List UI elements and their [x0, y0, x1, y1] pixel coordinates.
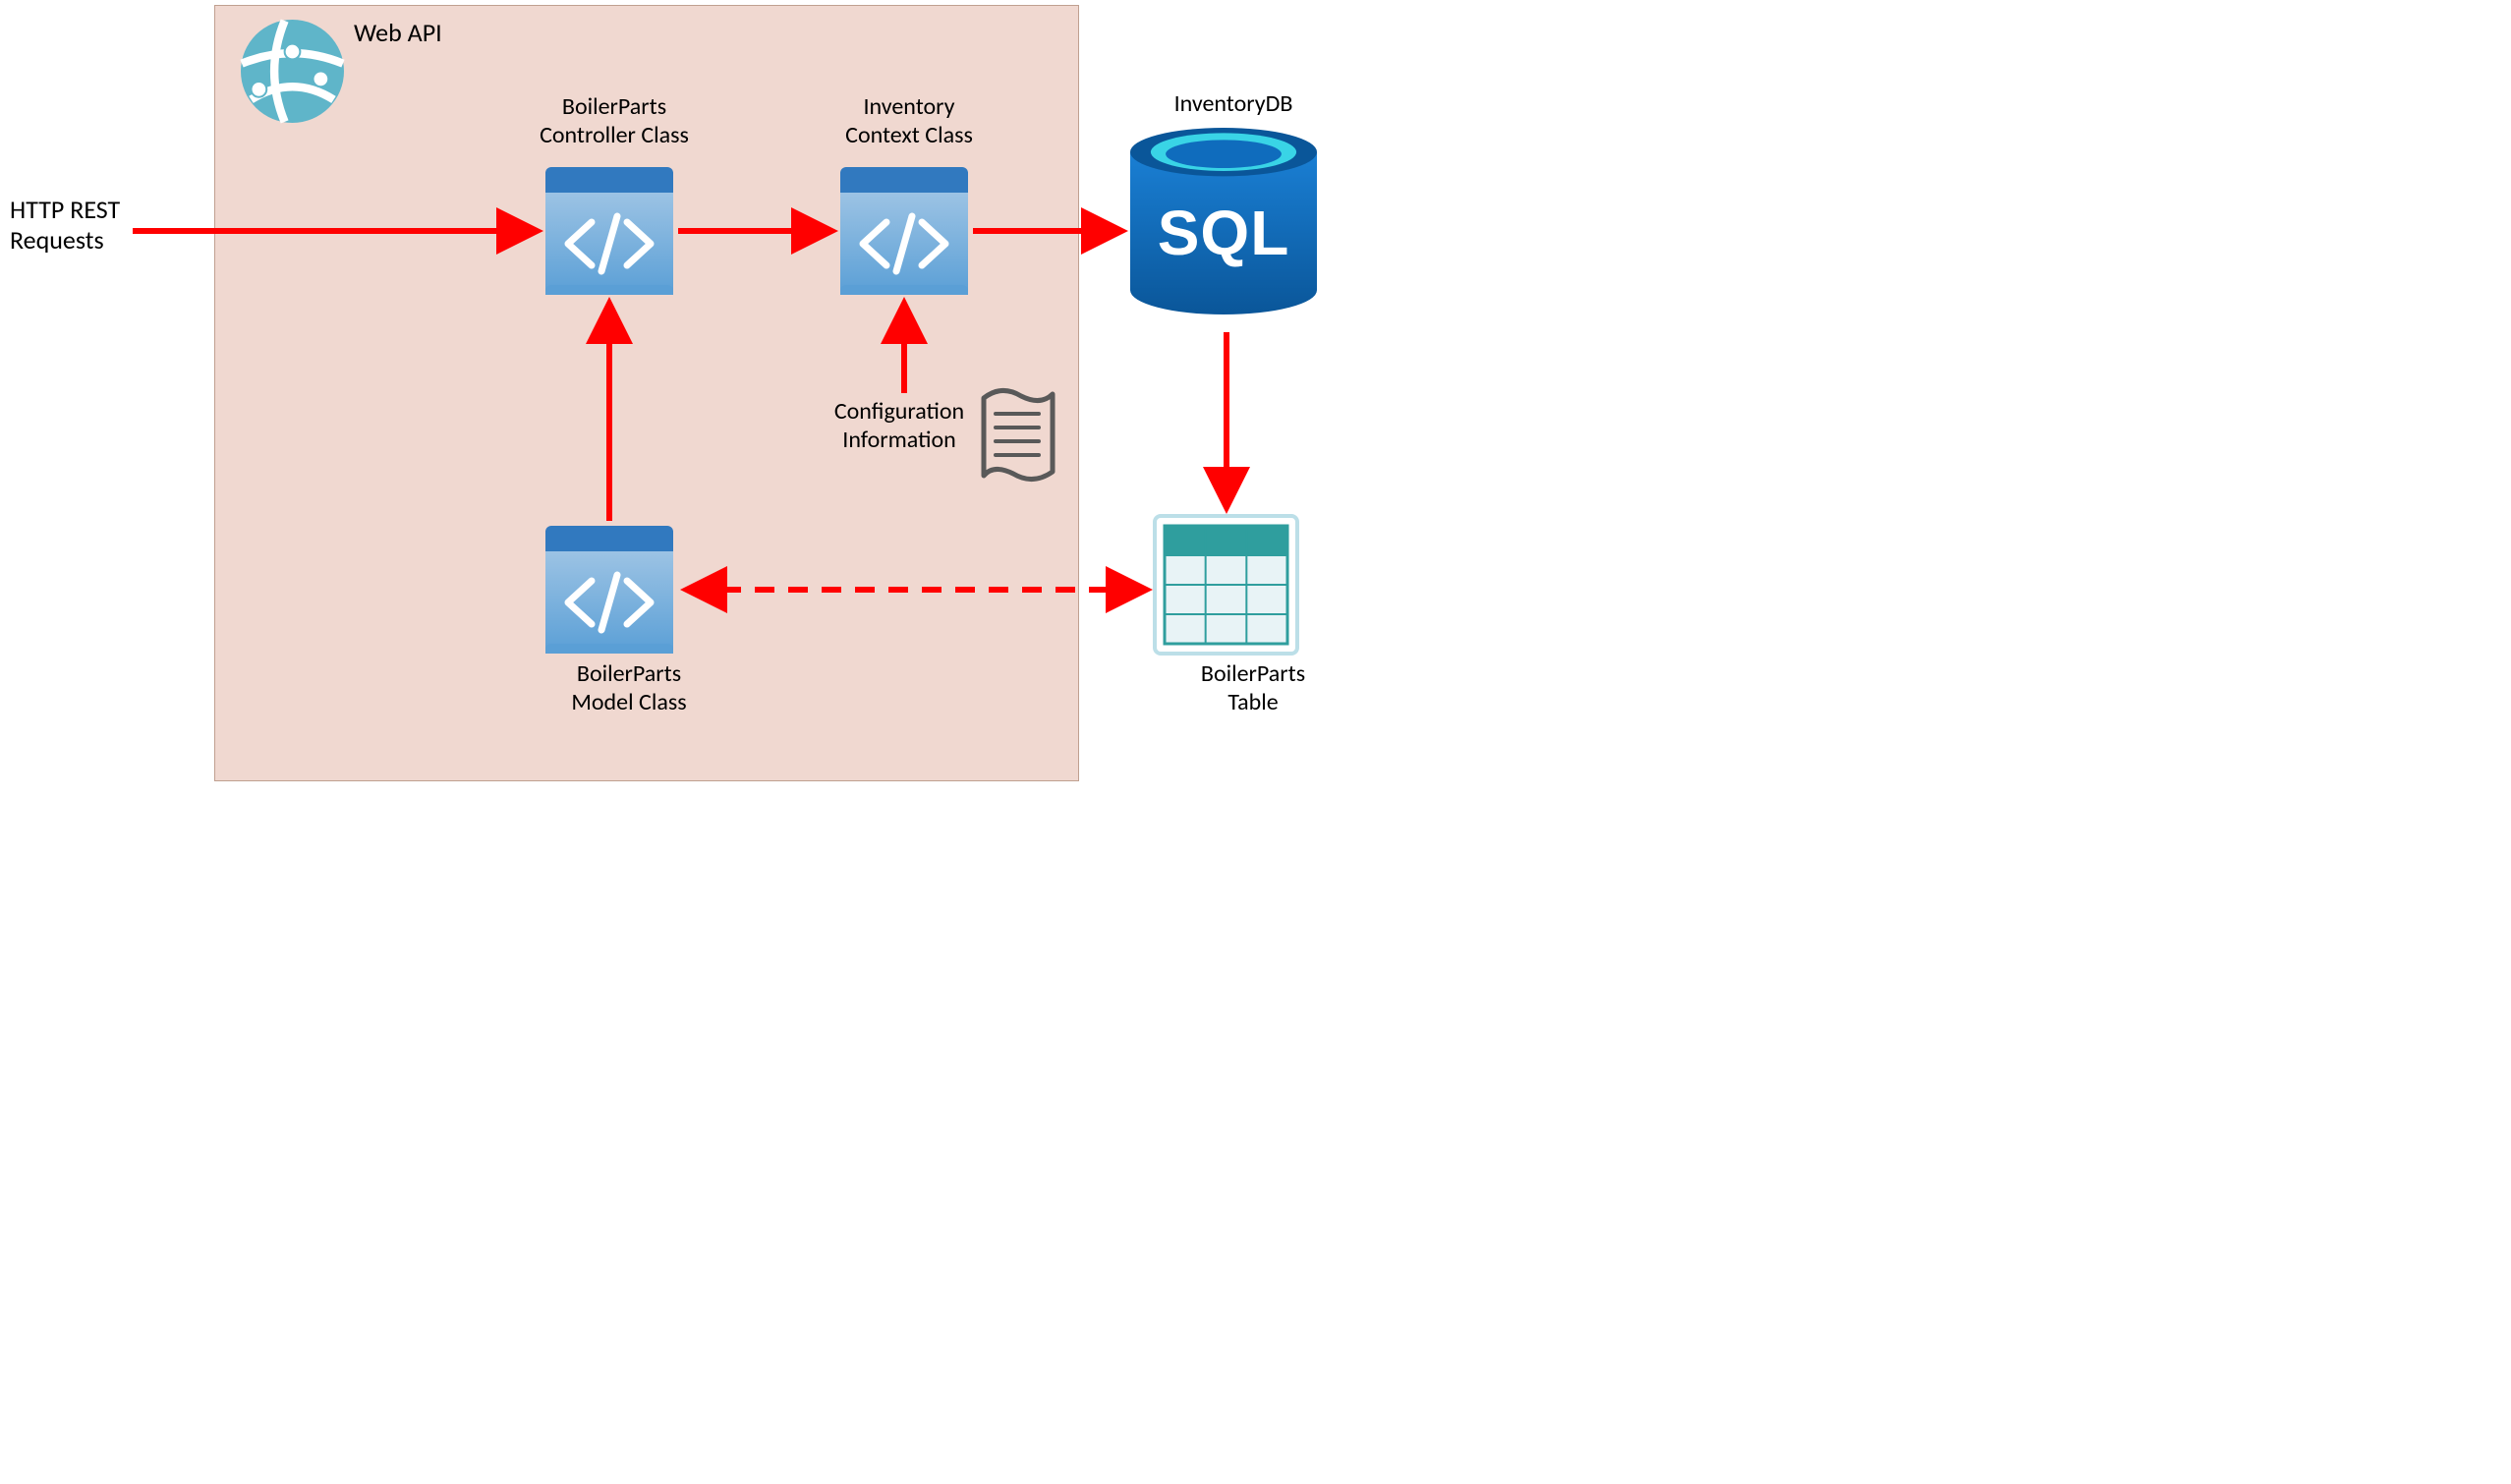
webapi-container-title: Web API	[354, 18, 442, 48]
node-inventorydb: SQL	[1130, 128, 1317, 314]
label-controller: BoilerPartsController Class	[531, 93, 698, 150]
http-rest-label: HTTP REST Requests	[10, 195, 120, 256]
diagram-canvas: Web API HTTP REST Requests SQL BoilerPar…	[0, 0, 1441, 833]
svg-text:SQL: SQL	[1158, 198, 1290, 268]
node-table	[1155, 516, 1297, 654]
http-rest-label-line2: Requests	[10, 224, 104, 256]
label-table: BoilerPartsTable	[1170, 660, 1337, 717]
label-inventorydb: InventoryDB	[1150, 90, 1317, 119]
http-rest-label-line1: HTTP REST	[10, 194, 120, 225]
label-config: ConfigurationInformation	[816, 398, 983, 455]
label-model: BoilerPartsModel Class	[545, 660, 713, 717]
label-context: InventoryContext Class	[826, 93, 993, 150]
